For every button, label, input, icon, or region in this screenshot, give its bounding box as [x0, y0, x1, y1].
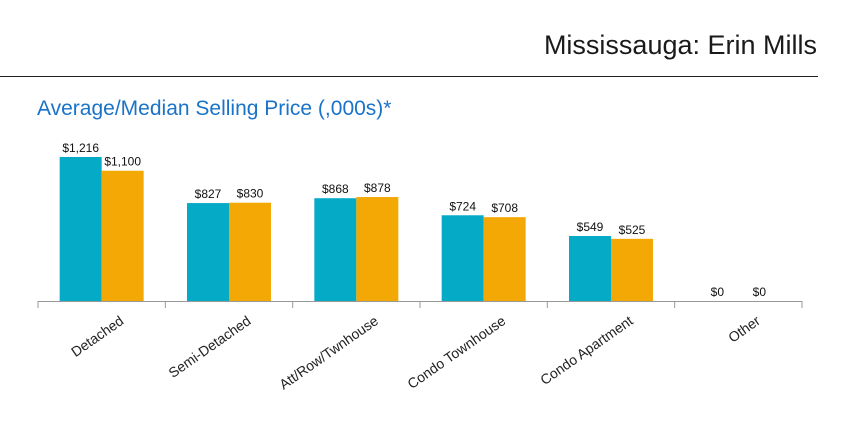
category-label: Other	[725, 312, 763, 345]
data-label: $525	[619, 223, 646, 237]
data-label: $549	[577, 220, 604, 234]
data-label: $878	[364, 181, 391, 195]
bar-condo-apartment-average	[569, 235, 611, 301]
bar-condo-apartment-median	[611, 238, 653, 301]
data-label: $827	[195, 187, 222, 201]
value-labels-layer: $1,216 $1,100 $827 $830 $868 $878 $724 $708 $549…	[62, 141, 766, 299]
data-label: $0	[753, 285, 767, 299]
data-label: $868	[322, 182, 349, 196]
bar-detached-average	[59, 157, 102, 301]
bar-condo-townhouse-average	[441, 215, 484, 301]
category-label: Condo Apartment	[537, 312, 636, 388]
bar-att-row-twnhouse-median	[356, 197, 399, 301]
bar-detached-median	[101, 170, 144, 301]
data-label: $724	[449, 199, 476, 213]
data-label: $708	[491, 201, 518, 215]
category-label: Detached	[68, 312, 126, 359]
bar-att-row-twnhouse-average	[314, 198, 357, 301]
bars-layer	[59, 157, 653, 301]
page-title: Mississauga: Erin Mills	[543, 30, 817, 60]
data-label: $1,216	[62, 141, 99, 155]
category-label: Semi-Detached	[165, 312, 253, 380]
header-divider	[0, 76, 818, 77]
bar-condo-townhouse-median	[483, 217, 526, 301]
category-labels-layer: Detached Semi-Detached Att/Row/Twnhouse Con…	[68, 312, 763, 392]
bar-semi-detached-median	[229, 202, 271, 301]
bar-semi-detached-average	[187, 203, 229, 301]
data-label: $1,100	[104, 155, 141, 169]
category-label: Condo Townhouse	[404, 312, 508, 392]
data-label: $830	[237, 187, 264, 201]
x-axis-ticks	[37, 301, 803, 308]
data-label: $0	[711, 285, 725, 299]
chart-title: Average/Median Selling Price (,000s)*	[37, 97, 392, 120]
category-label: Att/Row/Twnhouse	[276, 312, 381, 392]
